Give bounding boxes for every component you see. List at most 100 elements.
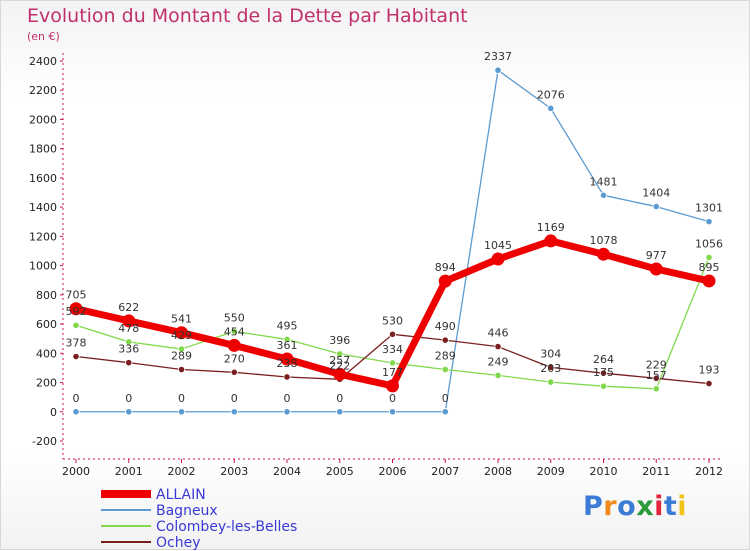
data-point-bagneux (125, 408, 133, 416)
data-point-bagneux (547, 104, 555, 112)
data-label-bagneux: 1481 (590, 175, 618, 188)
x-tick-label: 2010 (590, 465, 618, 478)
data-point-bagneux (177, 408, 186, 416)
data-label-ochey: 222 (329, 359, 350, 372)
data-label-colombey-les-belles: 175 (593, 366, 614, 379)
data-point-bagneux (494, 66, 502, 74)
y-tick-label: 200 (36, 377, 57, 390)
data-point-ochey (547, 363, 555, 371)
x-tick-label: 2005 (326, 465, 354, 478)
data-point-allain (122, 314, 136, 328)
y-tick-label: 1000 (29, 260, 57, 273)
data-label-bagneux: 0 (284, 392, 291, 405)
y-tick-label: 1800 (29, 143, 57, 156)
data-point-colombey-les-belles (599, 382, 608, 390)
data-label-ochey: 289 (171, 350, 192, 363)
data-label-allain: 895 (699, 261, 720, 274)
data-label-ochey: 490 (435, 320, 456, 333)
data-point-ochey (388, 330, 397, 338)
y-tick-label: 1200 (29, 230, 57, 243)
x-tick-label: 2001 (115, 465, 143, 478)
data-point-ochey (494, 342, 502, 351)
data-point-colombey-les-belles (388, 359, 397, 367)
data-point-allain (333, 367, 347, 381)
data-point-ochey (230, 368, 238, 376)
data-point-ochey (599, 369, 608, 377)
data-label-colombey-les-belles: 1056 (695, 237, 723, 250)
data-label-colombey-les-belles: 203 (540, 362, 561, 375)
data-label-bagneux: 0 (125, 392, 132, 405)
data-label-ochey: 270 (224, 352, 245, 365)
data-label-allain: 705 (66, 289, 87, 302)
data-label-allain: 622 (118, 301, 139, 314)
x-tick-label: 2008 (484, 465, 512, 478)
data-point-allain (702, 274, 716, 288)
data-point-ochey (177, 365, 186, 374)
data-point-allain (227, 338, 241, 352)
data-point-colombey-les-belles (441, 365, 449, 374)
data-label-allain: 1169 (537, 221, 565, 234)
y-tick-label: 600 (36, 318, 57, 331)
data-point-ochey (125, 359, 133, 367)
data-point-colombey-les-belles (336, 350, 344, 358)
data-label-colombey-les-belles: 495 (277, 319, 298, 332)
data-label-colombey-les-belles: 592 (66, 305, 87, 318)
data-label-allain: 541 (171, 313, 192, 326)
data-label-allain: 977 (646, 249, 667, 262)
data-label-ochey: 446 (488, 327, 509, 340)
y-tick-label: 0 (50, 406, 57, 419)
data-point-colombey-les-belles (283, 335, 291, 344)
x-tick-label: 2000 (62, 465, 90, 478)
data-label-bagneux: 0 (73, 392, 80, 405)
data-point-bagneux (283, 408, 291, 416)
data-label-bagneux: 0 (178, 392, 185, 405)
data-label-ochey: 530 (382, 314, 403, 327)
data-label-ochey: 229 (646, 358, 667, 371)
data-label-ochey: 264 (593, 353, 614, 366)
x-tick-label: 2007 (431, 465, 459, 478)
data-point-allain (69, 302, 83, 316)
legend-label-allain: ALLAIN (156, 487, 206, 503)
data-point-allain (386, 379, 399, 393)
data-label-colombey-les-belles: 289 (435, 350, 456, 363)
legend-label-colombey-les-belles: Colombey-les-Belles (156, 519, 297, 535)
chart-title: Evolution du Montant de la Dette par Hab… (27, 5, 468, 27)
data-point-bagneux (388, 408, 397, 416)
data-label-bagneux: 0 (231, 392, 238, 405)
y-tick-label: 400 (36, 347, 57, 360)
data-label-colombey-les-belles: 429 (171, 329, 192, 342)
data-label-colombey-les-belles: 334 (382, 343, 403, 356)
data-label-allain: 1078 (590, 234, 618, 247)
data-point-colombey-les-belles (230, 327, 238, 335)
data-point-allain (544, 234, 558, 248)
data-label-bagneux: 0 (442, 392, 449, 405)
data-label-colombey-les-belles: 249 (488, 355, 509, 368)
data-label-colombey-les-belles: 550 (224, 311, 245, 324)
data-point-ochey (283, 373, 291, 381)
data-point-bagneux (599, 191, 608, 199)
y-tick-label: 2200 (29, 84, 57, 97)
x-tick-label: 2006 (379, 465, 407, 478)
data-point-ochey (705, 379, 713, 388)
x-tick-label: 2009 (537, 465, 565, 478)
data-label-bagneux: 2076 (537, 88, 565, 101)
data-label-allain: 257 (329, 354, 350, 367)
data-point-bagneux (652, 202, 660, 211)
data-point-allain (438, 274, 452, 288)
data-point-bagneux (72, 408, 80, 416)
data-point-colombey-les-belles (652, 385, 660, 393)
data-label-colombey-les-belles: 396 (329, 334, 350, 347)
y-tick-label: 2000 (29, 113, 57, 126)
x-tick-label: 2011 (642, 465, 670, 478)
data-point-allain (597, 247, 610, 261)
data-label-colombey-les-belles: 478 (118, 322, 139, 335)
data-point-allain (649, 262, 663, 276)
proxiti-logo: Proxiti (583, 491, 688, 522)
data-point-colombey-les-belles (177, 345, 186, 353)
data-label-ochey: 238 (277, 357, 298, 370)
data-point-colombey-les-belles (125, 338, 133, 346)
y-tick-label: 1400 (29, 201, 57, 214)
data-label-bagneux: 1404 (642, 187, 670, 200)
data-point-colombey-les-belles (494, 371, 502, 379)
x-tick-label: 2004 (273, 465, 301, 478)
